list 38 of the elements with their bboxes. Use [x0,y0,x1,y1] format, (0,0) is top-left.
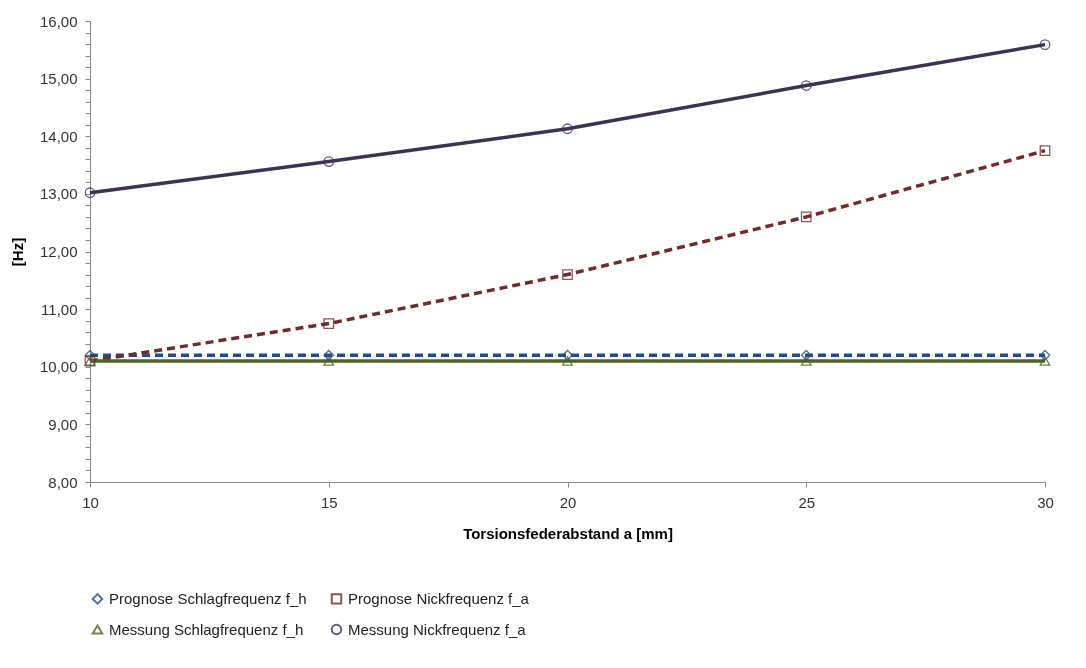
point [562,349,573,361]
point [1039,356,1051,366]
x-tick-label: 15 [320,493,338,511]
point [562,356,573,366]
point [800,349,812,361]
y-tick-label: 15,00 [39,70,78,88]
x-axis-title: Torsionsfederabstand a [mm] [463,524,673,542]
y-tick-label: 10,00 [39,358,78,376]
y-tick-label: 8,00 [48,473,78,491]
x-tick-label: 30 [1037,493,1054,511]
y-tick-label: 9,00 [48,415,78,433]
point [1039,145,1051,157]
point [800,211,812,223]
point [800,80,812,91]
point [323,156,335,167]
legend-label: Prognose Nickfrequenz f_a [348,589,530,607]
x-tick-label: 20 [559,493,577,511]
point [562,123,573,135]
point [800,356,812,366]
y-tick-label: 12,00 [39,243,78,260]
y-tick-label: 13,00 [39,185,78,203]
legend-label: Messung Schlagfrequenz f_h [109,620,304,638]
y-tick-label: 11,00 [41,300,78,318]
point [1039,349,1051,361]
point [84,349,96,361]
point [323,318,335,329]
x-tick-label: 25 [798,493,816,511]
y-tick-label: 16,00 [39,12,78,30]
y-axis-title: [Hz] [8,237,26,267]
point [323,356,335,366]
point [323,349,335,361]
x-tick-label: 10 [82,493,99,511]
point [1039,39,1051,51]
legend-label: Messung Nickfrequenz f_a [348,620,527,638]
point [84,187,96,199]
legend-label: Prognose Schlagfrequenz f_h [109,589,307,607]
point [562,269,573,280]
y-tick-label: 14,00 [39,127,78,145]
